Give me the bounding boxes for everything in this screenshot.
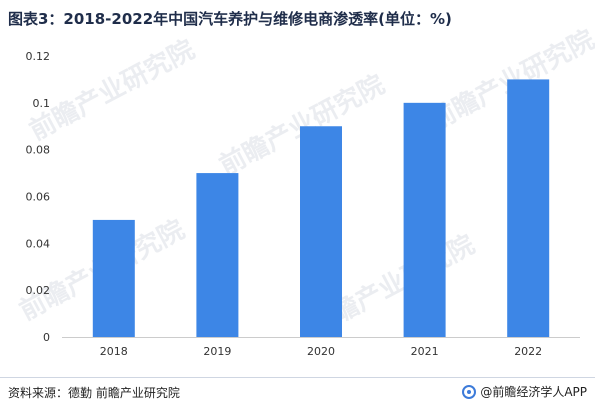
y-tick-label: 0 (43, 331, 50, 344)
x-tick-label: 2019 (203, 345, 231, 358)
y-axis-ticks: 0 0.02 0.04 0.06 0.08 0.1 0.12 (26, 50, 51, 344)
y-tick-label: 0.04 (26, 237, 51, 250)
x-tick-label: 2020 (307, 345, 335, 358)
chart-title: 图表3：2018-2022年中国汽车养护与维修电商渗透率(单位：%) (8, 10, 452, 28)
bar-2022 (507, 79, 550, 338)
brand: @前瞻经济学人APP (462, 383, 587, 400)
x-tick-label: 2021 (411, 345, 439, 358)
y-tick-label: 0.06 (26, 191, 51, 204)
bar-2020 (300, 126, 342, 337)
x-tick-label: 2022 (514, 345, 542, 358)
x-axis-ticks: 2018 2019 2020 2021 2022 (100, 345, 542, 358)
bars (92, 79, 550, 338)
brand-text: @前瞻经济学人APP (480, 385, 587, 399)
x-tick-label: 2018 (100, 345, 128, 358)
bar-2021 (403, 102, 446, 337)
brand-logo-icon (462, 384, 477, 399)
y-tick-label: 0.08 (26, 144, 51, 157)
bar-2019 (196, 173, 239, 337)
source-text: 资料来源：德勤 前瞻产业研究院 (8, 386, 180, 400)
footer-divider (0, 377, 595, 378)
y-tick-label: 0.12 (26, 50, 51, 63)
y-tick-label: 0.1 (33, 97, 51, 110)
bar-2018 (92, 219, 135, 337)
y-tick-label: 0.02 (26, 284, 51, 297)
